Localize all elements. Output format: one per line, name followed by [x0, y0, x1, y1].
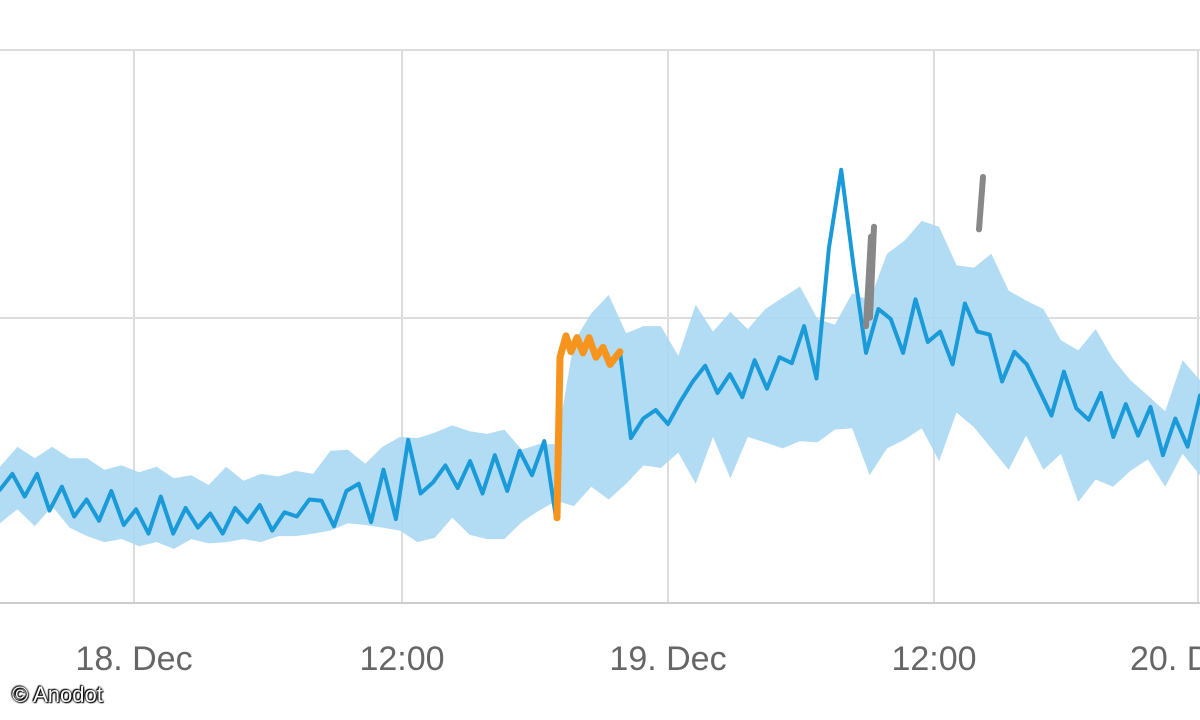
confidence-band	[0, 220, 1200, 549]
x-tick-label-4: 20. D	[1130, 640, 1200, 678]
anomaly-segment-3	[867, 223, 877, 321]
x-tick-label-1: 12:00	[359, 640, 444, 678]
x-tick-label-3: 12:00	[891, 640, 976, 678]
series-line-layer	[0, 167, 1200, 536]
x-tick-label-0: 18. Dec	[75, 640, 192, 678]
series-line-segment-0	[0, 437, 558, 536]
anomaly-layer	[553, 174, 986, 522]
confidence-band-layer	[0, 220, 1200, 549]
x-tick-label-2: 19. Dec	[609, 640, 726, 678]
x-tick-labels: 18. Dec 12:00 19. Dec 12:00 20. D	[75, 640, 1200, 678]
anomaly-segment-0	[553, 332, 624, 522]
series-line-segment-1	[618, 167, 1200, 458]
image-credit: © Anodot	[12, 682, 103, 707]
anomaly-segment-2	[976, 174, 986, 233]
